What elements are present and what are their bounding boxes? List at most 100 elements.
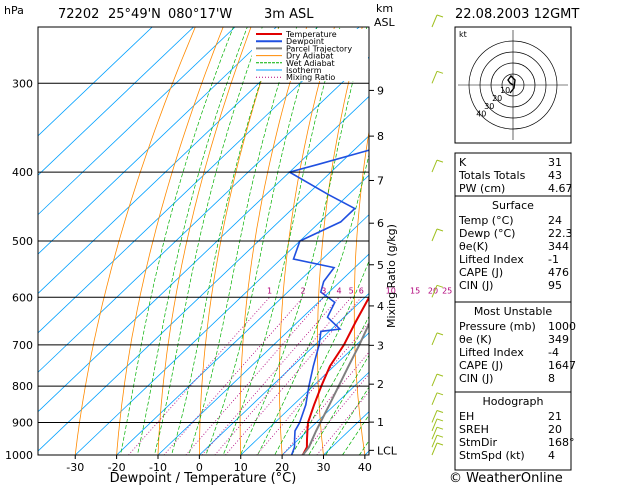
- table-value: 168°: [548, 436, 575, 449]
- legend-label: Isotherm: [286, 66, 322, 75]
- dry-adiabat-line: [239, 27, 308, 455]
- dry-adiabat-line: [198, 27, 280, 455]
- wet-adiabat-line: [325, 386, 369, 455]
- mixing-ratio-label: 3: [321, 286, 326, 295]
- wind-barb: [431, 442, 438, 456]
- mixing-ratio-line: [301, 373, 369, 455]
- credit-text: © WeatherOnline: [449, 471, 563, 486]
- pressure-tick-label: 700: [12, 339, 33, 352]
- mixing-ratio-line: [128, 297, 270, 455]
- wind-barb: [431, 159, 438, 173]
- temperature-tick-labels: -30 -20 -10 0 10 20 30 40: [66, 455, 372, 474]
- table-value: 476: [548, 266, 569, 279]
- wet-adiabat-line: [342, 414, 369, 455]
- table-label: CIN (J): [459, 279, 493, 292]
- pressure-tick-label: 900: [12, 416, 33, 429]
- most-unstable-title: Most Unstable: [474, 305, 553, 318]
- height-tick-label: 7: [377, 174, 384, 187]
- pressure-tick-label: 600: [12, 291, 33, 304]
- wind-barb-flag: [436, 373, 444, 377]
- table-value: 344: [548, 240, 569, 253]
- mixing-ratio-label: 20: [428, 286, 438, 295]
- station-lon: 080°17'W: [168, 7, 232, 22]
- height-tick-label: 4: [377, 300, 384, 313]
- wet-adiabat-line: [120, 27, 234, 455]
- x-tick-label: 40: [358, 461, 372, 474]
- table-label: Dewp (°C): [459, 227, 515, 240]
- table-value: 43: [548, 169, 562, 182]
- wind-barb: [431, 332, 438, 346]
- mixing-ratio-line: [282, 351, 369, 455]
- dry-adiabat-line: [612, 14, 629, 470]
- mixing-ratio-line: [201, 297, 340, 455]
- pressure-tick-label: 800: [12, 380, 33, 393]
- legend-label: Parcel Trajectory: [286, 44, 352, 53]
- table-label: Lifted Index: [459, 253, 524, 266]
- isotherm-line: [240, 332, 369, 455]
- wind-barbs: [431, 14, 444, 456]
- table-value: 22.3: [548, 227, 573, 240]
- height-tick-label: 8: [377, 130, 384, 143]
- dry-adiabat-line: [353, 129, 369, 455]
- profile-lines: [287, 149, 369, 455]
- wind-barb-flag: [436, 442, 444, 446]
- dry-adiabat-line: [279, 27, 335, 455]
- isotherm-line: [38, 27, 153, 137]
- table-label: Lifted Index: [459, 346, 524, 359]
- surface-title: Surface: [492, 199, 534, 212]
- pressure-tick-label: 1000: [5, 449, 33, 462]
- pressure-tick-label: 300: [12, 77, 33, 90]
- wind-barb-flag: [436, 392, 444, 396]
- hodograph-stats-title: Hodograph: [483, 395, 544, 408]
- height-tick-label: 3: [377, 339, 384, 352]
- datetime: 22.08.2003 12GMT: [455, 7, 579, 22]
- wet-adiabat-line: [308, 354, 369, 455]
- mixing-ratio-labels: 1 2 3 4 5 6 10 15 20 25: [267, 286, 452, 295]
- wind-barb-flag: [436, 70, 444, 74]
- table-value: -4: [548, 346, 559, 359]
- wind-barb-flag: [436, 418, 444, 422]
- table-value: 349: [548, 333, 569, 346]
- table-value: 24: [548, 214, 562, 227]
- table-label: EH: [459, 410, 474, 423]
- table-label: StmSpd (kt): [459, 449, 525, 462]
- table-value: 95: [548, 279, 562, 292]
- table-value: 1647: [548, 359, 576, 372]
- legend-label: Dry Adiabat: [286, 52, 333, 61]
- height-tick-label: LCL: [377, 444, 398, 457]
- height-tick-label: 9: [377, 84, 384, 97]
- mixing-ratio-label: 4: [337, 286, 342, 295]
- x-tick-label: 30: [316, 461, 330, 474]
- dry-adiabat-line: [317, 27, 363, 455]
- table-label: SREH: [459, 423, 489, 436]
- table-value: 1000: [548, 320, 576, 333]
- legend-label: Temperature: [285, 30, 337, 39]
- profile-parcel-trajectory: [302, 321, 369, 455]
- wet-adiabat-line: [205, 27, 318, 455]
- mixing-ratio-label: 10: [386, 286, 396, 295]
- hodograph-ring-label: 10: [500, 86, 510, 95]
- table-label: Totals Totals: [458, 169, 526, 182]
- x-tick-label: 0: [196, 461, 203, 474]
- height-tick-labels: 9 8 7 6 5 4 3 2 1 LCL: [369, 84, 398, 457]
- table-value: -1: [548, 253, 559, 266]
- table-value: 20: [548, 423, 562, 436]
- wet-adiabat-line: [188, 27, 298, 455]
- height-unit-label: km: [376, 2, 393, 15]
- table-label: θe (K): [459, 333, 492, 346]
- wet-adiabat-line: [257, 152, 369, 455]
- table-value: 21: [548, 410, 562, 423]
- wind-barb: [431, 434, 438, 448]
- table-value: 31: [548, 156, 562, 169]
- wind-barb-flag: [436, 14, 444, 18]
- wind-barb-flag: [436, 434, 444, 438]
- x-tick-label: 10: [234, 461, 248, 474]
- background-lines: [38, 14, 629, 470]
- wind-barb-flag: [436, 409, 444, 413]
- x-tick-label: -20: [108, 461, 126, 474]
- indices-tables: K 31 Totals Totals 43 PW (cm) 4.67 Surface Temp…: [454, 152, 576, 471]
- legend-label: Dewpoint: [286, 37, 324, 46]
- wet-adiabat-line: [137, 27, 248, 455]
